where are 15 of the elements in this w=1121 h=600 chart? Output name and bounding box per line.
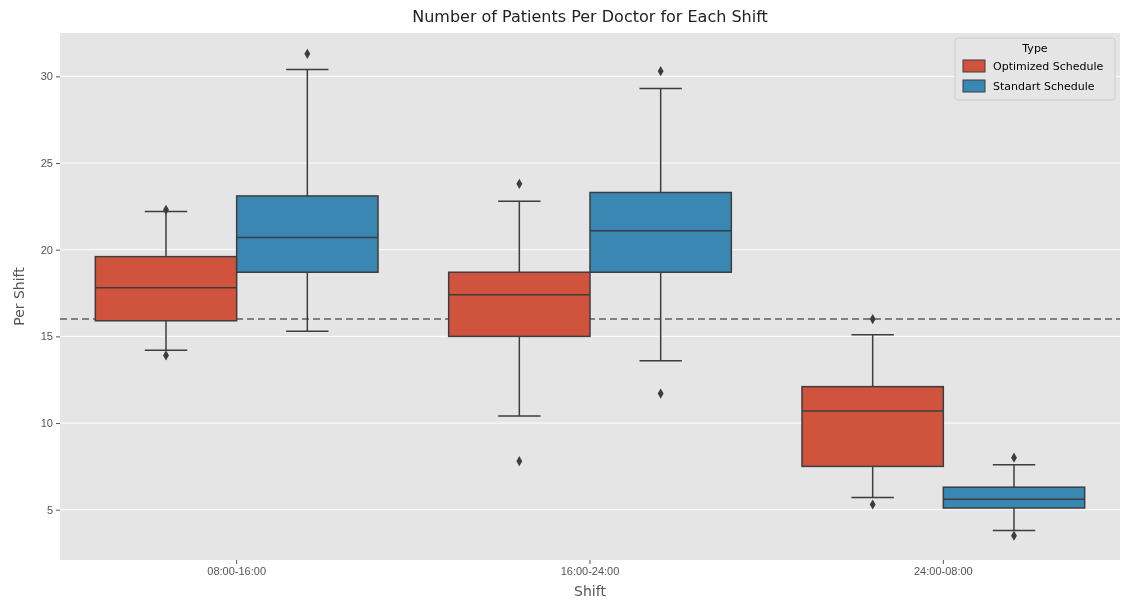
y-tick-label: 15 — [40, 330, 53, 343]
y-tick-label: 10 — [40, 417, 53, 430]
x-tick-label: 08:00-16:00 — [207, 564, 267, 577]
chart-title: Number of Patients Per Doctor for Each Shift — [412, 7, 768, 26]
legend-title: Type — [1021, 42, 1048, 55]
legend-label: Optimized Schedule — [993, 60, 1104, 73]
x-tick-label: 16:00-24:00 — [560, 564, 620, 577]
y-tick-label: 20 — [40, 243, 53, 256]
legend-label: Standart Schedule — [993, 80, 1095, 93]
x-axis-title: Shift — [574, 583, 607, 599]
y-tick-label: 25 — [40, 157, 53, 170]
x-tick-label: 24:00-08:00 — [913, 564, 973, 577]
y-tick-label: 5 — [46, 503, 53, 516]
y-tick-label: 30 — [40, 70, 53, 83]
y-axis-title: Per Shift — [11, 266, 27, 326]
